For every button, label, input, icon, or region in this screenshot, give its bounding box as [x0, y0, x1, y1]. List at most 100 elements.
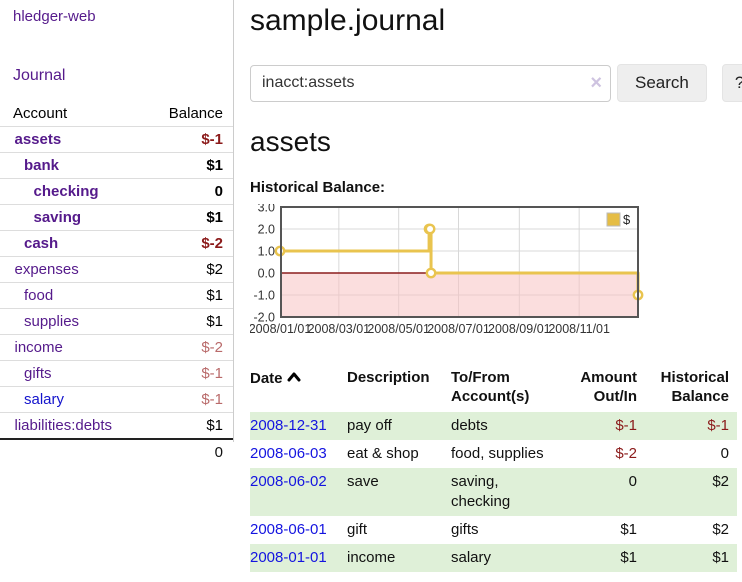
transaction-amount: $-2: [615, 445, 637, 462]
account-balance: $1: [147, 204, 233, 231]
account-row: assets $-1: [0, 127, 233, 153]
account-balance: 0: [147, 178, 233, 205]
transaction-description: pay off: [347, 412, 451, 440]
svg-text:0.0: 0.0: [258, 267, 275, 281]
transaction-balance: $2: [645, 468, 737, 516]
sidebar-account-link[interactable]: cash: [24, 235, 59, 252]
sidebar-account-link[interactable]: salary: [24, 391, 65, 408]
transaction-description: income: [347, 544, 451, 572]
register-header-date[interactable]: Date: [250, 366, 347, 412]
search-form: × Search ?: [250, 64, 742, 102]
transaction-balance: $2: [712, 521, 729, 538]
sidebar-account-link[interactable]: income: [14, 339, 63, 356]
sidebar-account-link[interactable]: assets: [14, 131, 62, 148]
account-balance: $2: [147, 256, 233, 283]
accounts-total: 0: [147, 438, 233, 465]
sidebar-account-link[interactable]: expenses: [14, 261, 79, 278]
chart-heading: Historical Balance:: [250, 179, 386, 196]
main-content: sample.journal × Search ? assets Histori…: [234, 0, 742, 572]
account-row: saving $1: [0, 204, 233, 231]
sidebar-account-link[interactable]: saving: [33, 209, 82, 226]
account-row: cash $-2: [0, 230, 233, 257]
sidebar-account-link[interactable]: supplies: [24, 313, 80, 330]
account-balance: $1: [147, 308, 233, 335]
register-header-balance: Historical Balance: [660, 369, 729, 405]
register-row: 2008-06-02 save saving, checking 0 $2: [250, 468, 737, 516]
sidebar-account-link[interactable]: checking: [33, 183, 99, 200]
account-row: checking 0: [0, 178, 233, 205]
sidebar-account-link[interactable]: bank: [24, 157, 60, 174]
app-title-link[interactable]: hledger-web: [13, 8, 96, 25]
search-input[interactable]: [250, 64, 611, 102]
account-name-cell: expenses: [0, 256, 148, 283]
transaction-amount: $1: [620, 521, 637, 538]
transaction-date-link[interactable]: 2008-01-01: [250, 549, 327, 566]
account-name-cell: food: [0, 282, 148, 309]
svg-text:2008/01/01: 2008/01/01: [250, 322, 311, 336]
transaction-date-link[interactable]: 2008-06-03: [250, 445, 327, 462]
transaction-amount: 0: [567, 468, 645, 516]
transaction-date-link[interactable]: 2008-06-02: [250, 473, 327, 490]
svg-text:$: $: [623, 212, 631, 227]
page-title: sample.journal: [250, 4, 446, 37]
account-name-cell: gifts: [0, 360, 148, 387]
transaction-amount: $1: [567, 544, 645, 572]
transaction-date-link[interactable]: 2008-06-01: [250, 521, 327, 538]
transaction-accounts: food, supplies: [451, 445, 544, 462]
transaction-description: save: [347, 468, 451, 516]
accounts-table: Account Balance assets $-1 bank $1 checking 0…: [0, 101, 233, 465]
account-row: gifts $-1: [0, 360, 233, 387]
register-row: 2008-06-01 gift gifts $1 $2: [250, 516, 737, 544]
account-row: supplies $1: [0, 308, 233, 335]
register-row: 2008-06-03 eat & shop food, supplies $-2 0: [250, 440, 737, 468]
account-row: bank $1: [0, 152, 233, 179]
account-name-cell: salary: [0, 386, 148, 413]
transaction-date-link[interactable]: 2008-12-31: [250, 417, 327, 434]
account-title: assets: [250, 126, 331, 157]
search-button[interactable]: Search: [617, 64, 707, 102]
transaction-amount: $-1: [567, 412, 645, 440]
svg-text:2008/03/01: 2008/03/01: [308, 322, 371, 336]
register-row: 2008-12-31 pay off debts $-1 $-1: [250, 412, 737, 440]
account-balance: $-2: [147, 230, 233, 257]
help-button[interactable]: ?: [721, 64, 742, 102]
account-name-cell: income: [0, 334, 148, 361]
account-name-cell: liabilities:debts: [0, 412, 148, 439]
svg-text:-1.0: -1.0: [253, 289, 275, 303]
sidebar-account-link[interactable]: liabilities:debts: [14, 417, 113, 434]
transaction-accounts: saving, checking: [451, 468, 567, 516]
transaction-date-cell: 2008-01-01: [250, 544, 347, 572]
sidebar-account-link[interactable]: food: [24, 287, 54, 304]
accounts-table-header-account: Account: [0, 101, 148, 127]
account-row: salary $-1: [0, 386, 233, 413]
register-header-accounts: To/From Account(s): [451, 369, 530, 405]
transaction-balance: 0: [720, 445, 729, 462]
transaction-accounts: gifts: [451, 521, 479, 538]
register-header-amount: Amount Out/In: [580, 369, 637, 405]
account-balance: $-1: [147, 386, 233, 413]
transaction-description: eat & shop: [347, 445, 419, 462]
account-name-cell: supplies: [0, 308, 148, 335]
sidebar-item-journal[interactable]: Journal: [13, 67, 66, 84]
register-row: 2008-01-01 income salary $1 $1: [250, 544, 737, 572]
account-name-cell: assets: [0, 127, 147, 153]
register-header-row: Date Description To/From Account(s) Amou…: [250, 366, 737, 412]
transaction-date-cell: 2008-06-03: [250, 440, 347, 468]
sidebar: hledger-web Journal Account Balance asse…: [0, 0, 234, 465]
transaction-date-cell: 2008-12-31: [250, 412, 347, 440]
transaction-accounts: debts: [451, 412, 567, 440]
search-input-wrap: ×: [250, 64, 611, 102]
svg-text:2008/09/01: 2008/09/01: [488, 322, 551, 336]
transaction-balance: $-1: [645, 412, 737, 440]
svg-text:2.0: 2.0: [258, 223, 275, 237]
account-balance: $-2: [147, 334, 233, 361]
account-row: expenses $2: [0, 256, 233, 283]
svg-text:2008/05/01: 2008/05/01: [367, 322, 430, 336]
transaction-accounts: salary: [451, 544, 567, 572]
account-row: food $1: [0, 282, 233, 309]
svg-text:3.0: 3.0: [258, 204, 275, 215]
account-name-cell: saving: [0, 204, 148, 231]
sidebar-account-link[interactable]: gifts: [24, 365, 52, 382]
clear-search-icon[interactable]: ×: [590, 71, 602, 94]
